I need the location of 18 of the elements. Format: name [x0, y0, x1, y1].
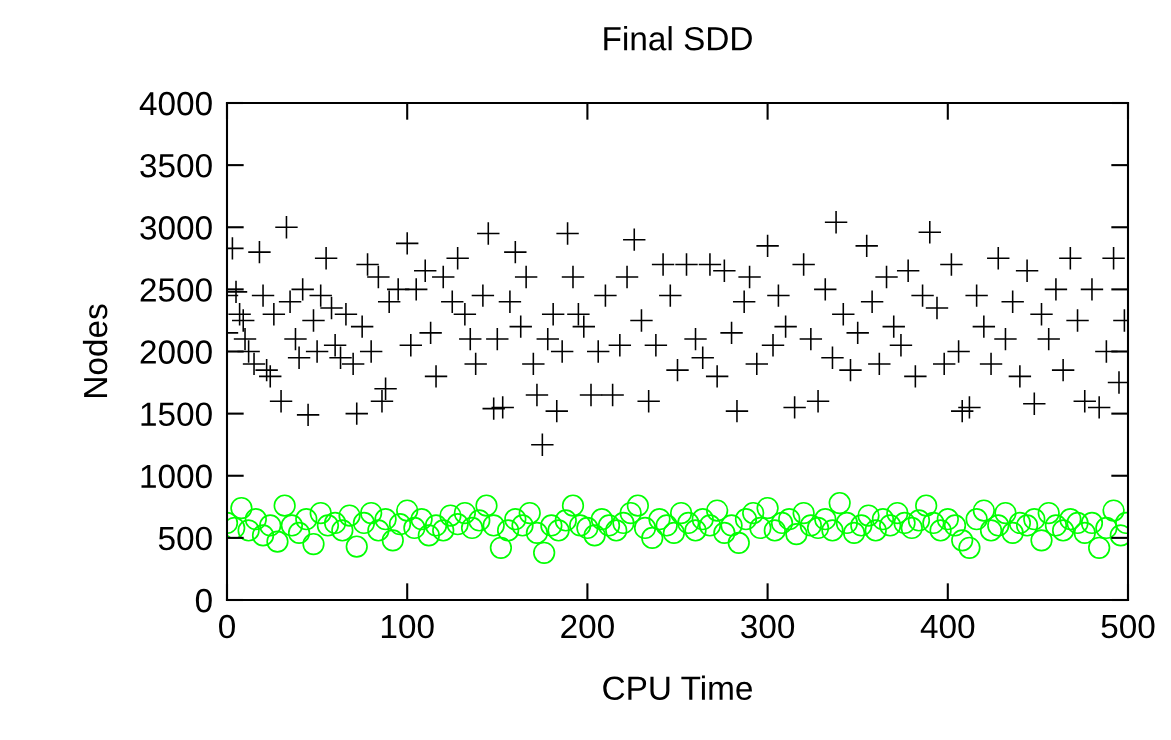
- x-tick-label: 500: [1101, 614, 1155, 639]
- x-tick-label: 0: [219, 614, 235, 639]
- y-axis-title: Nodes: [82, 304, 108, 397]
- x-tick-label: 200: [561, 614, 614, 639]
- y-tick-label: 500: [158, 526, 212, 551]
- y-tick-label: 2000: [140, 340, 212, 364]
- x-tick-label: 300: [741, 614, 795, 639]
- chart-title: Final SDD: [604, 26, 752, 51]
- y-tick-label: 3000: [140, 216, 212, 240]
- x-axis-title: CPU Time: [603, 675, 752, 700]
- y-tick-label: 4000: [139, 91, 212, 116]
- y-tick-label: 3500: [140, 153, 212, 178]
- x-tick-label: 100: [381, 614, 434, 639]
- y-tick-label: 0: [195, 588, 212, 613]
- y-tick-label: 2500: [140, 278, 212, 302]
- y-tick-label: 1500: [141, 402, 212, 427]
- x-tick-label: 400: [920, 614, 975, 639]
- y-tick-label: 1000: [141, 464, 212, 489]
